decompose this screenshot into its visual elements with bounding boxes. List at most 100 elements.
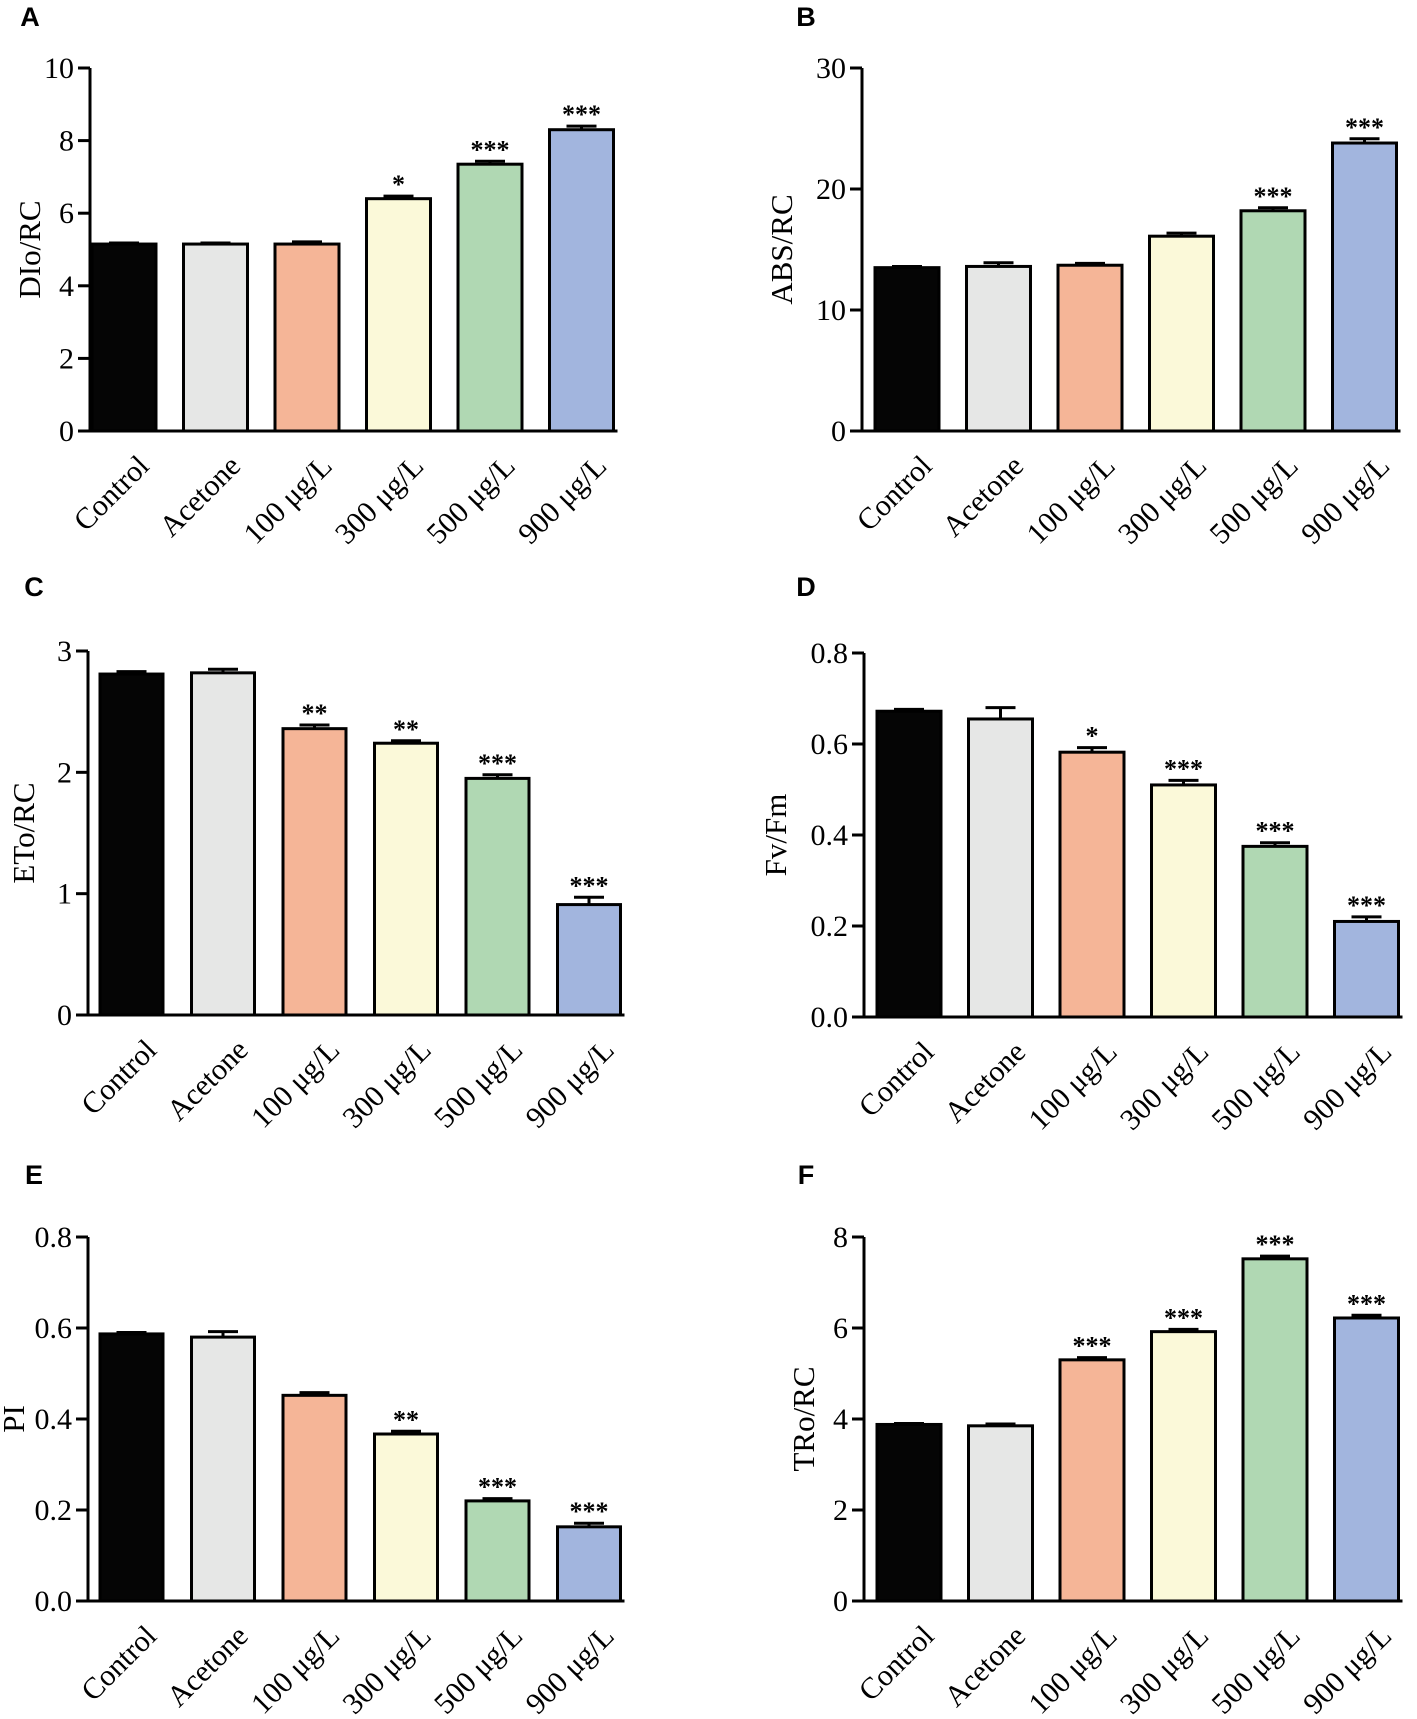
significance-label: ***: [570, 1497, 609, 1526]
significance-label: ***: [1164, 754, 1203, 783]
y-tick-label: 0.0: [35, 1585, 73, 1618]
x-tick-label: 900 μg/L: [1297, 1619, 1398, 1719]
x-tick-label: Acetone: [936, 449, 1030, 543]
bar: [182, 242, 249, 433]
y-tick-label: 20: [816, 173, 846, 206]
y-tick-label: 8: [59, 125, 74, 158]
bar: [556, 903, 622, 1017]
bar: [1239, 209, 1307, 433]
x-tick-label: 900 μg/L: [519, 1619, 620, 1719]
y-tick-label: 6: [833, 1312, 848, 1345]
bar: [1058, 1358, 1126, 1603]
x-tick-label: Acetone: [161, 1619, 255, 1713]
y-axis-title: DIo/RC: [12, 200, 47, 298]
y-tick-label: 0: [831, 415, 846, 448]
bar: [1333, 1316, 1400, 1603]
significance-label: **: [393, 1405, 419, 1434]
x-tick-label: Control: [75, 1619, 163, 1707]
panel-label: B: [796, 2, 816, 32]
y-axis-title: PI: [0, 1405, 31, 1433]
y-tick-label: 6: [59, 197, 74, 230]
y-axis-title: Fv/Fm: [758, 794, 793, 877]
bar: [1148, 234, 1215, 433]
bar: [873, 266, 941, 433]
panel-label: E: [25, 1160, 43, 1190]
y-tick-label: 0.0: [811, 1001, 849, 1034]
y-tick-label: 10: [44, 52, 74, 85]
bar: [98, 672, 165, 1017]
x-tick-label: Acetone: [938, 1619, 1032, 1713]
x-tick-label: Control: [852, 1035, 940, 1123]
significance-label: ***: [562, 100, 601, 129]
panel-label: F: [798, 1160, 815, 1190]
bar: [365, 197, 432, 433]
x-tick-label: 900 μg/L: [1297, 1035, 1398, 1136]
x-tick-label: 100 μg/L: [245, 1619, 346, 1719]
x-tick-label: 500 μg/L: [428, 1033, 529, 1134]
bar: [1241, 1257, 1309, 1603]
bar: [1058, 750, 1126, 1019]
bar: [456, 162, 524, 433]
bar: [967, 1424, 1034, 1603]
y-tick-label: 0: [59, 415, 74, 448]
x-tick-label: 500 μg/L: [1203, 449, 1304, 550]
panel-label: D: [796, 572, 816, 602]
x-tick-label: 500 μg/L: [1205, 1035, 1306, 1136]
y-tick-label: 2: [833, 1494, 848, 1527]
x-tick-label: 100 μg/L: [1020, 449, 1121, 550]
bar: [464, 776, 531, 1017]
significance-label: ***: [471, 135, 510, 164]
x-tick-label: 500 μg/L: [1205, 1619, 1306, 1719]
significance-label: **: [302, 699, 328, 728]
y-tick-label: 0.2: [35, 1494, 73, 1527]
bar: [1331, 141, 1398, 433]
y-axis-title: ETo/RC: [6, 782, 41, 883]
x-tick-label: Acetone: [161, 1033, 255, 1127]
x-tick-label: 900 μg/L: [519, 1033, 620, 1134]
x-tick-label: Acetone: [153, 449, 247, 543]
y-tick-label: 0: [833, 1585, 848, 1618]
bar: [281, 727, 348, 1017]
x-tick-label: 300 μg/L: [1114, 1619, 1215, 1719]
y-tick-label: 0.6: [35, 1312, 73, 1345]
bar: [273, 242, 341, 433]
panel-label: C: [24, 572, 44, 602]
significance-label: ***: [1347, 1289, 1386, 1318]
y-tick-label: 0.8: [35, 1221, 73, 1254]
y-tick-label: 0.2: [811, 910, 849, 943]
bar: [1333, 919, 1400, 1019]
x-tick-label: 100 μg/L: [1022, 1035, 1123, 1136]
panel-label: A: [20, 2, 40, 32]
bar: [965, 264, 1032, 433]
y-tick-label: 2: [59, 342, 74, 375]
y-tick-label: 0.8: [811, 637, 849, 670]
x-tick-label: Control: [67, 449, 155, 537]
bar: [967, 717, 1034, 1019]
bar: [1150, 1330, 1217, 1603]
y-tick-label: 8: [833, 1221, 848, 1254]
x-tick-label: Control: [852, 1619, 940, 1707]
bar: [875, 1422, 943, 1603]
y-tick-label: 30: [816, 52, 846, 85]
bar: [90, 242, 158, 433]
x-tick-label: 500 μg/L: [420, 449, 521, 550]
bar: [281, 1393, 348, 1603]
bar: [1241, 844, 1309, 1019]
bar: [1056, 263, 1124, 433]
x-tick-label: 300 μg/L: [336, 1033, 437, 1134]
y-tick-label: 10: [816, 294, 846, 327]
significance-label: ***: [1345, 113, 1384, 142]
y-tick-label: 4: [833, 1403, 848, 1436]
y-tick-label: 0.4: [35, 1403, 73, 1436]
significance-label: ***: [1164, 1303, 1203, 1332]
bar: [373, 741, 439, 1017]
x-tick-label: 900 μg/L: [1295, 449, 1396, 550]
y-tick-label: 1: [57, 878, 72, 911]
y-axis-title: ABS/RC: [764, 194, 799, 304]
